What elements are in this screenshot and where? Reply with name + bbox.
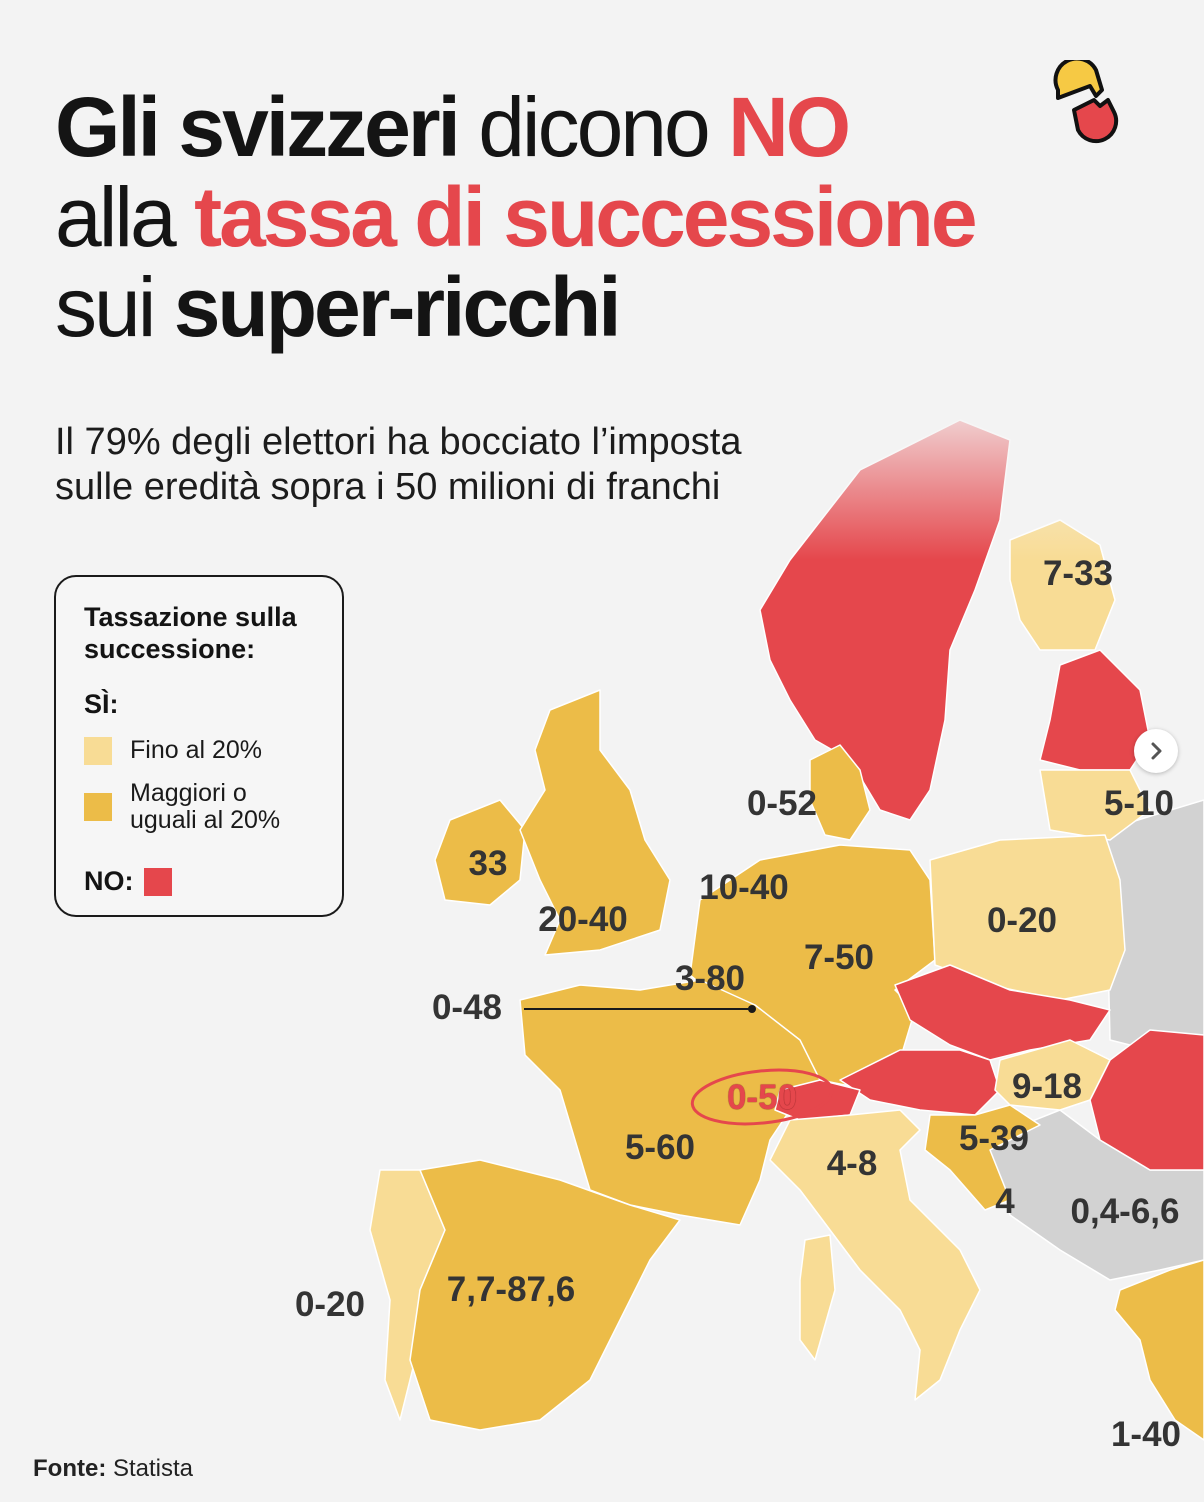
title-swiss: Gli svizzeri <box>55 80 461 174</box>
subtitle: Il 79% degli elettori ha bocciato l’impo… <box>55 420 742 510</box>
subtitle-line-2: sulle eredità sopra i 50 milioni di fran… <box>55 466 721 508</box>
map-label-switzerland: 0-50 <box>726 1078 798 1117</box>
map-region-spain <box>409 1159 681 1431</box>
map-region-hungary <box>994 1039 1111 1111</box>
chevron-right-icon <box>1151 742 1162 760</box>
map-label-belgium: 3-80 <box>674 959 746 998</box>
map-region-czechia-slovakia <box>894 964 1111 1061</box>
map-label-baltics: 5-10 <box>1103 784 1175 823</box>
map-label-spain: 7,7-87,6 <box>446 1270 576 1309</box>
map-label-finland: 7-33 <box>1042 554 1114 593</box>
legend-no-label: NO: <box>84 866 134 896</box>
map-label-netherlands: 10-40 <box>699 868 789 907</box>
page-title: Gli svizzeri dicono NO alla tassa di suc… <box>55 80 978 354</box>
map-region-croatia <box>924 1104 1041 1211</box>
source-label: Fonte: <box>33 1455 107 1482</box>
leader-dot-luxembourg <box>748 1005 756 1013</box>
map-label-italy: 4-8 <box>826 1144 878 1183</box>
legend-swatch-high <box>84 793 112 821</box>
map-region-france <box>519 979 821 1226</box>
source-value: Statista <box>112 1455 194 1482</box>
brand-logo-pill-icon <box>1053 60 1119 144</box>
map-region-romania <box>1089 1029 1204 1171</box>
title-to-the: alla <box>55 170 195 264</box>
legend-item-high: Maggiori o uguali al 20% <box>84 780 310 834</box>
map-label-uk: 20-40 <box>538 900 628 939</box>
legend-swatch-no <box>143 867 172 896</box>
title-no: NO <box>728 80 851 174</box>
map-region-uk <box>519 689 671 956</box>
map-region-greece <box>1114 1259 1204 1441</box>
legend-yes-heading: SÌ: <box>84 689 119 719</box>
map-region-sardinia <box>799 1234 836 1361</box>
map-fade <box>700 380 1204 560</box>
legend-item-low: Fino al 20% <box>84 737 262 765</box>
title-super-rich: super-ricchi <box>173 260 622 354</box>
map-region-denmark <box>809 744 871 841</box>
map-region-italy <box>769 1109 981 1401</box>
map-label-germany: 7-50 <box>803 938 875 977</box>
map-label-greece: 1-40 <box>1110 1415 1182 1454</box>
map-label-ireland: 33 <box>468 844 508 883</box>
map-label-denmark: 0-52 <box>746 784 818 823</box>
map-label-bosnia: 4 <box>995 1182 1015 1221</box>
legend-label-high: Maggiori o uguali al 20% <box>130 779 281 834</box>
map-region-lithuania <box>1039 769 1151 841</box>
legend-swatch-low <box>84 737 112 765</box>
title-say: dicono <box>457 80 729 174</box>
title-on: sui <box>55 260 174 354</box>
map-label-poland: 0-20 <box>986 901 1058 940</box>
map-label-hungary: 9-18 <box>1011 1067 1083 1106</box>
map-label-luxembourg: 0-48 <box>431 988 503 1027</box>
map-label-slovenia-croatia: 5-39 <box>958 1119 1030 1158</box>
next-slide-button[interactable] <box>1134 729 1178 773</box>
title-tax: tassa di successione <box>194 170 977 264</box>
legend-label-low: Fino al 20% <box>130 736 263 764</box>
legend-box: Tassazione sulla successione: SÌ: Fino a… <box>54 575 344 917</box>
map-region-balkans-grey <box>984 1109 1204 1281</box>
source-credit: Fonte: Statista <box>33 1455 193 1483</box>
switzerland-highlight-ring <box>690 1068 834 1126</box>
map-label-serbia: 0,4-6,6 <box>1070 1192 1180 1231</box>
map-label-france: 5-60 <box>624 1128 696 1167</box>
legend-no: NO: <box>84 866 172 897</box>
map-region-ireland <box>434 799 526 906</box>
legend-title: Tassazione sulla successione: <box>84 602 297 664</box>
map-label-portugal: 0-20 <box>294 1285 366 1324</box>
subtitle-line-1: Il 79% degli elettori ha bocciato l’impo… <box>55 421 742 463</box>
